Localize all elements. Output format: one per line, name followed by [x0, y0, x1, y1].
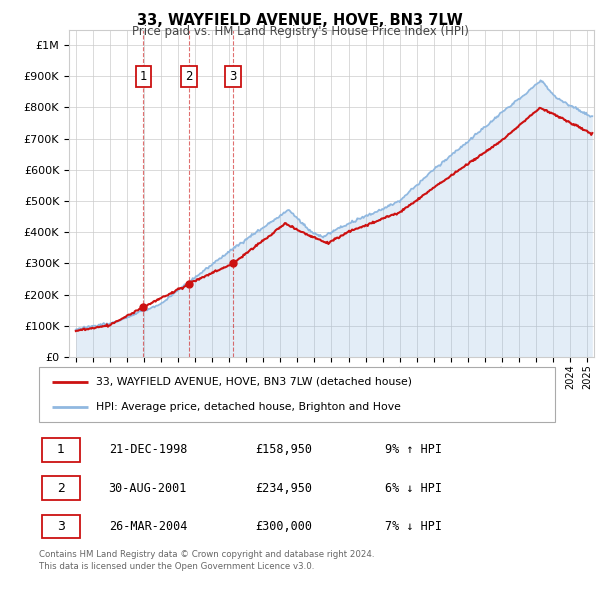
Text: 7% ↓ HPI: 7% ↓ HPI [385, 520, 442, 533]
Text: Contains HM Land Registry data © Crown copyright and database right 2024.
This d: Contains HM Land Registry data © Crown c… [39, 550, 374, 571]
Text: 9% ↑ HPI: 9% ↑ HPI [385, 443, 442, 457]
Text: 30-AUG-2001: 30-AUG-2001 [109, 481, 187, 495]
Text: 1: 1 [140, 70, 147, 83]
FancyBboxPatch shape [41, 514, 80, 539]
FancyBboxPatch shape [41, 476, 80, 500]
Text: £158,950: £158,950 [256, 443, 313, 457]
Text: 1: 1 [57, 443, 65, 457]
Text: £234,950: £234,950 [256, 481, 313, 495]
Text: HPI: Average price, detached house, Brighton and Hove: HPI: Average price, detached house, Brig… [96, 402, 401, 412]
Text: 33, WAYFIELD AVENUE, HOVE, BN3 7LW (detached house): 33, WAYFIELD AVENUE, HOVE, BN3 7LW (deta… [96, 377, 412, 387]
FancyBboxPatch shape [39, 367, 555, 422]
Text: 3: 3 [229, 70, 237, 83]
Text: 26-MAR-2004: 26-MAR-2004 [109, 520, 187, 533]
Text: 21-DEC-1998: 21-DEC-1998 [109, 443, 187, 457]
Text: 2: 2 [185, 70, 193, 83]
FancyBboxPatch shape [41, 438, 80, 462]
Text: £300,000: £300,000 [256, 520, 313, 533]
Text: 33, WAYFIELD AVENUE, HOVE, BN3 7LW: 33, WAYFIELD AVENUE, HOVE, BN3 7LW [137, 13, 463, 28]
Text: 3: 3 [57, 520, 65, 533]
Text: 2: 2 [57, 481, 65, 495]
Text: 6% ↓ HPI: 6% ↓ HPI [385, 481, 442, 495]
Text: Price paid vs. HM Land Registry's House Price Index (HPI): Price paid vs. HM Land Registry's House … [131, 25, 469, 38]
